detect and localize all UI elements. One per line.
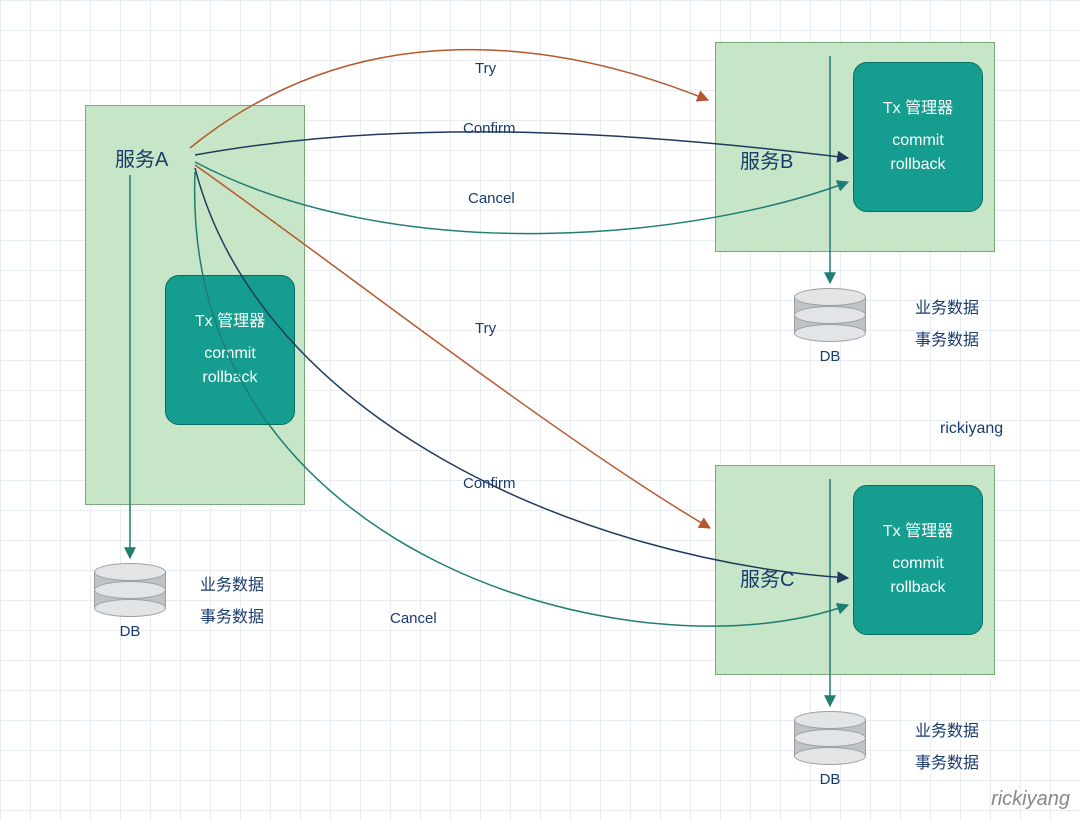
db-cylinder-icon <box>94 563 166 617</box>
watermark-text: rickiyang <box>940 420 1003 438</box>
service-b-label: 服务B <box>740 145 793 174</box>
tx-commit: commit <box>892 552 944 576</box>
service-c-tx-manager: Tx 管理器 commit rollback <box>853 485 983 635</box>
tx-data-label: 事务数据 <box>915 325 979 357</box>
tx-commit: commit <box>204 342 256 366</box>
service-a-db: DB <box>94 563 166 640</box>
tx-title: Tx 管理器 <box>883 520 953 544</box>
edge-label-cancel-b: Cancel <box>468 190 515 207</box>
service-a-side-text: 业务数据 事务数据 <box>200 570 264 634</box>
db-cylinder-icon <box>794 711 866 765</box>
service-c-db: DB <box>794 711 866 788</box>
tx-rollback: rollback <box>890 153 945 177</box>
edge-label-try-b: Try <box>475 60 496 77</box>
edge-label-try-c: Try <box>475 320 496 337</box>
tx-title: Tx 管理器 <box>883 97 953 121</box>
service-a-tx-manager: Tx 管理器 commit rollback <box>165 275 295 425</box>
db-label: DB <box>794 771 866 788</box>
edge-label-confirm-c: Confirm <box>463 475 516 492</box>
db-label: DB <box>94 623 166 640</box>
watermark-footer: rickiyang <box>991 788 1070 811</box>
db-label: DB <box>794 348 866 365</box>
service-b-side-text: 业务数据 事务数据 <box>915 293 979 357</box>
service-b-db: DB <box>794 288 866 365</box>
edge-label-cancel-c: Cancel <box>390 610 437 627</box>
tx-data-label: 事务数据 <box>915 748 979 780</box>
service-b-tx-manager: Tx 管理器 commit rollback <box>853 62 983 212</box>
tx-rollback: rollback <box>202 366 257 390</box>
biz-data-label: 业务数据 <box>915 293 979 325</box>
db-cylinder-icon <box>794 288 866 342</box>
tx-commit: commit <box>892 129 944 153</box>
tx-rollback: rollback <box>890 576 945 600</box>
service-c-label: 服务C <box>740 563 794 592</box>
service-a-label: 服务A <box>115 143 168 172</box>
tx-title: Tx 管理器 <box>195 310 265 334</box>
service-c-side-text: 业务数据 事务数据 <box>915 716 979 780</box>
tx-data-label: 事务数据 <box>200 602 264 634</box>
biz-data-label: 业务数据 <box>915 716 979 748</box>
edge-label-confirm-b: Confirm <box>463 120 516 137</box>
biz-data-label: 业务数据 <box>200 570 264 602</box>
